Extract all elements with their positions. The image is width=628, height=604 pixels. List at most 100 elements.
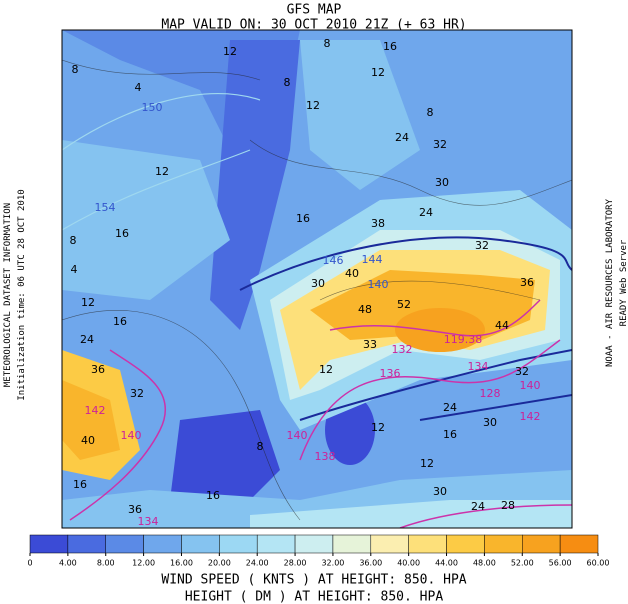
tick-label: 24.00 (246, 559, 269, 568)
contour-label: 146 (323, 254, 344, 267)
contour-label: 16 (73, 478, 87, 491)
contour-label: 30 (435, 176, 449, 189)
footer-line: WIND SPEED ( KNTS ) AT HEIGHT: 850. HPA (161, 573, 466, 588)
tick-label: 4.00 (59, 559, 77, 568)
color-box (294, 534, 334, 554)
color-box (29, 534, 69, 554)
contour-label: 16 (443, 428, 457, 441)
color-box (446, 534, 485, 554)
contour-label: 8 (72, 63, 79, 76)
tick-label: 60.00 (587, 559, 610, 568)
contour-label: 24 (471, 500, 485, 513)
contour-label: 16 (383, 40, 397, 53)
contour-label: 44 (495, 319, 509, 332)
ready-label: READY Web Server (619, 239, 628, 326)
tick-label: 20.00 (208, 559, 231, 568)
contour-label: 36 (520, 276, 534, 289)
contour-label: 132 (392, 343, 413, 356)
subtitle: MAP VALID ON: 30 OCT 2010 21Z (+ 63 HR) (161, 18, 466, 33)
tick-label: 0 (27, 559, 32, 568)
contour-label: 16 (113, 315, 127, 328)
contour-label: 38 (371, 217, 385, 230)
contour-label: 32 (515, 365, 529, 378)
tick-label: 52.00 (511, 559, 534, 568)
tick-label: 28.00 (284, 559, 307, 568)
contour-label: 24 (443, 401, 457, 414)
contour-label: 140 (287, 429, 308, 442)
contour-label: 119.38 (444, 333, 483, 346)
color-box (105, 534, 144, 554)
contour-label: 16 (206, 489, 220, 502)
contour-label: 24 (395, 131, 409, 144)
contour-label: 140 (121, 429, 142, 442)
tick-label: 12.00 (132, 559, 155, 568)
color-box (67, 534, 106, 554)
contour-label: 128 (480, 387, 501, 400)
contour-label: 134 (138, 515, 159, 528)
contour-label: 12 (371, 421, 385, 434)
color-box (143, 534, 182, 554)
tick-label: 8.00 (97, 559, 115, 568)
contour-label: 30 (311, 277, 325, 290)
contour-label: 8 (257, 440, 264, 453)
tick-label: 56.00 (549, 559, 572, 568)
footer-line: HEIGHT ( DM ) AT HEIGHT: 850. HPA (185, 590, 443, 604)
tick-label: 16.00 (170, 559, 193, 568)
contour-label: 12 (319, 363, 333, 376)
contour-label: 30 (433, 485, 447, 498)
color-box (256, 534, 296, 554)
contour-label: 33 (363, 338, 377, 351)
contour-label: 32 (433, 138, 447, 151)
contour-label: 12 (223, 45, 237, 58)
contour-label: 4 (135, 81, 142, 94)
contour-label: 134 (468, 360, 489, 373)
contour-label: 150 (142, 101, 163, 114)
contour-label: 142 (520, 410, 541, 423)
map-frame (61, 29, 573, 529)
color-box (332, 534, 372, 554)
color-box (408, 534, 447, 554)
color-box (522, 534, 561, 554)
contour-label: 140 (520, 379, 541, 392)
contour-label: 8 (70, 234, 77, 247)
noaa-label: NOAA - AIR RESOURCES LABORATORY (605, 198, 615, 367)
init-time: Initialization time: 06 UTC 28 OCT 2010 (17, 189, 27, 400)
contour-label: 8 (284, 76, 291, 89)
contour-label: 16 (296, 212, 310, 225)
contour-label: 48 (358, 303, 372, 316)
contour-label: 12 (420, 457, 434, 470)
contour-label: 154 (95, 201, 116, 214)
tick-label: 32.00 (321, 559, 344, 568)
contour-label: 36 (128, 503, 142, 516)
title: GFS MAP (287, 3, 342, 18)
color-box (484, 534, 523, 554)
contour-label: 138 (315, 450, 336, 463)
tick-label: 40.00 (397, 559, 420, 568)
color-box (370, 534, 409, 554)
tick-label: 44.00 (435, 559, 458, 568)
contour-label: 8 (427, 106, 434, 119)
contour-label: 40 (81, 434, 95, 447)
contour-label: 24 (80, 333, 94, 346)
contour-label: 32 (475, 239, 489, 252)
contour-label: 12 (371, 66, 385, 79)
contour-label: 40 (345, 267, 359, 280)
contour-label: 136 (380, 367, 401, 380)
contour-label: 4 (71, 263, 78, 276)
contour-label: 12 (306, 99, 320, 112)
contour-label: 28 (501, 499, 515, 512)
contour-label: 12 (155, 165, 169, 178)
contour-label: 140 (368, 278, 389, 291)
contour-label: 142 (85, 404, 106, 417)
color-box (181, 534, 220, 554)
colorbar: 0 4.00 8.00 12.00 16.00 20.00 24.00 28.00 32.00 3… (27, 534, 610, 568)
contour-label: 12 (81, 296, 95, 309)
contour-label: 36 (91, 363, 105, 376)
color-box (219, 534, 258, 554)
contour-label: 32 (130, 387, 144, 400)
contour-label: 8 (324, 37, 331, 50)
contour-label: 30 (483, 416, 497, 429)
